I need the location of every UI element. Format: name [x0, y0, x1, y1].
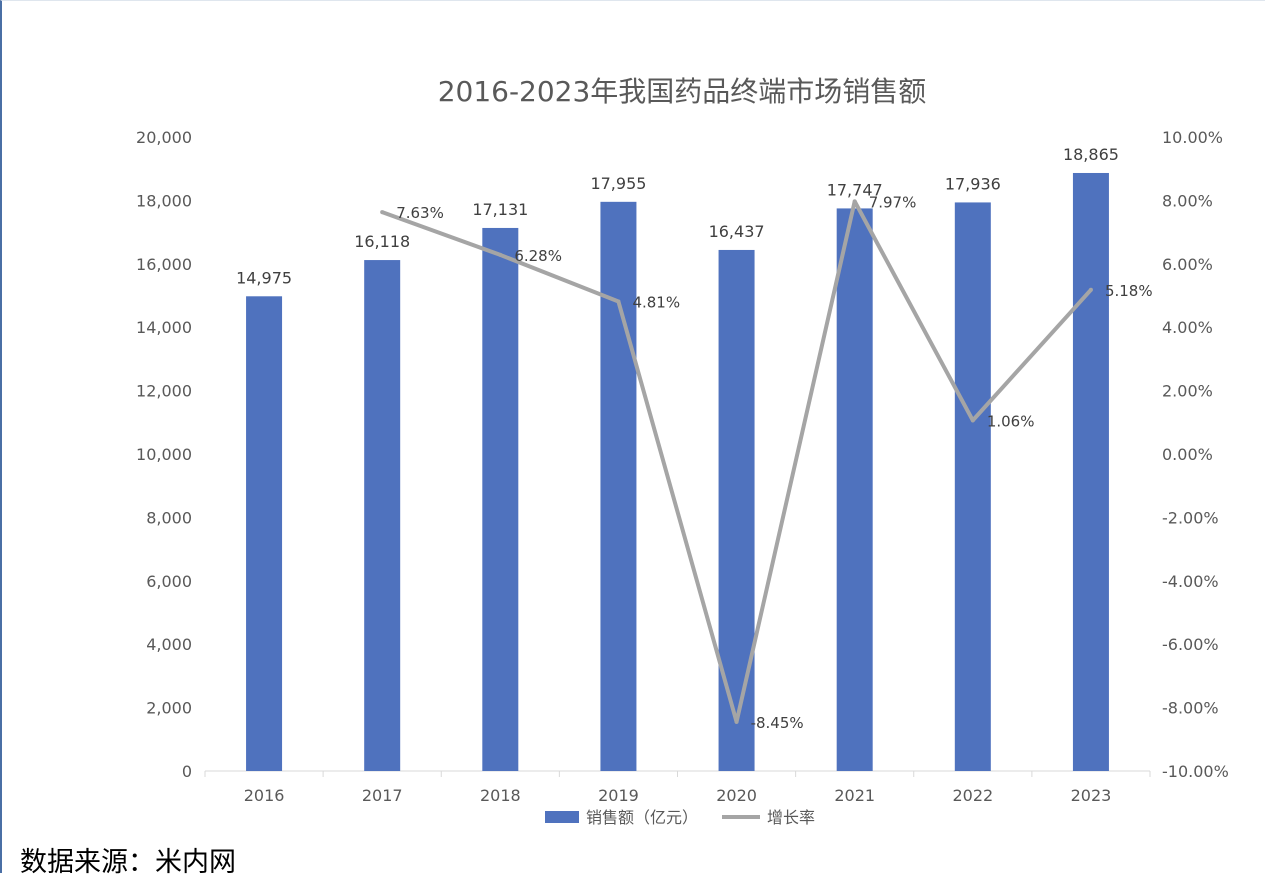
x-tick-label: 2017	[362, 786, 403, 805]
growth-value-label: 5.18%	[1105, 282, 1153, 300]
growth-value-label: 7.63%	[396, 204, 444, 222]
data-labels-group: 14,975 16,118 17,131 17,955 16,437 17,747 17,9…	[236, 145, 1153, 732]
bar	[364, 260, 401, 771]
y-right-tick-label: 6.00%	[1162, 255, 1213, 274]
bar	[1072, 172, 1109, 772]
bar	[954, 202, 991, 771]
y-left-tick-label: 14,000	[136, 318, 192, 337]
bar-value-label: 17,747	[827, 180, 883, 199]
y-right-tick-label: 2.00%	[1162, 382, 1213, 401]
y-left-tick-label: 20,000	[136, 128, 192, 147]
y-left-tick-label: 8,000	[146, 508, 192, 527]
y-left-tick-label: 4,000	[146, 635, 192, 654]
bar-value-label: 17,955	[590, 174, 646, 193]
growth-line-group	[380, 199, 1093, 724]
growth-point	[616, 299, 621, 304]
growth-value-label: -8.45%	[751, 714, 804, 732]
x-tick-label: 2020	[716, 786, 757, 805]
bar-value-label: 18,865	[1063, 145, 1119, 164]
y-right-tick-label: 8.00%	[1162, 191, 1213, 210]
growth-point	[970, 418, 975, 423]
bar	[246, 296, 283, 771]
y-left-tick-label: 10,000	[136, 445, 192, 464]
y-right-tick-label: -6.00%	[1162, 635, 1219, 654]
x-tick-label: 2019	[598, 786, 639, 805]
chart-title: 2016-2023年我国药品终端市场销售额	[438, 75, 927, 108]
bar-value-label: 17,131	[472, 200, 528, 219]
y-left-tick-label: 12,000	[136, 382, 192, 401]
bar	[482, 227, 519, 772]
y-left-tick-label: 18,000	[136, 191, 192, 210]
bars-group	[246, 172, 1109, 772]
growth-value-label: 6.28%	[514, 247, 562, 265]
y-right-tick-label: 4.00%	[1162, 318, 1213, 337]
growth-point	[498, 252, 503, 257]
x-tick-label: 2022	[952, 786, 993, 805]
y-left-tick-label: 16,000	[136, 255, 192, 274]
growth-value-label: 4.81%	[632, 294, 680, 312]
bar	[836, 208, 873, 771]
x-tick-label: 2018	[480, 786, 521, 805]
y-left-tick-label: 2,000	[146, 699, 192, 718]
growth-point	[734, 719, 739, 724]
x-tick-label: 2021	[834, 786, 875, 805]
bar	[600, 201, 637, 771]
legend: 销售额（亿元） 增长率	[545, 808, 815, 827]
legend-bar-swatch	[545, 811, 579, 823]
growth-point	[380, 210, 385, 215]
y-right-tick-label: -2.00%	[1162, 508, 1219, 527]
growth-value-label: 7.97%	[869, 193, 917, 211]
y-left-tick-label: 0	[182, 762, 192, 781]
y-right-tick-label: -4.00%	[1162, 572, 1219, 591]
axes-group: 2016 2017 2018 2019 2020 2021 2022 2023 0 2,000 4,…	[136, 128, 1229, 805]
bar-value-label: 16,437	[709, 222, 765, 241]
source-note: 数据来源：米内网	[20, 847, 236, 878]
growth-point	[1088, 287, 1093, 292]
legend-line-label: 增长率	[767, 808, 815, 827]
y-right-tick-label: -10.00%	[1162, 762, 1229, 781]
y-left-tick-label: 6,000	[146, 572, 192, 591]
y-right-tick-label: 10.00%	[1162, 128, 1223, 147]
x-tick-label: 2016	[244, 786, 285, 805]
y-right-tick-label: 0.00%	[1162, 445, 1213, 464]
legend-bar-label: 销售额（亿元）	[586, 808, 698, 827]
x-tick-label: 2023	[1071, 786, 1112, 805]
y-right-tick-label: -8.00%	[1162, 699, 1219, 718]
bar-value-label: 14,975	[236, 268, 292, 287]
growth-point	[852, 199, 857, 204]
bar-value-label: 16,118	[354, 232, 410, 251]
combo-chart: 2016-2023年我国药品终端市场销售额 2016 2017 2018 2019 20…	[136, 75, 1229, 827]
bar	[718, 249, 755, 772]
growth-value-label: 1.06%	[987, 412, 1035, 430]
bar-value-label: 17,936	[945, 174, 1001, 193]
